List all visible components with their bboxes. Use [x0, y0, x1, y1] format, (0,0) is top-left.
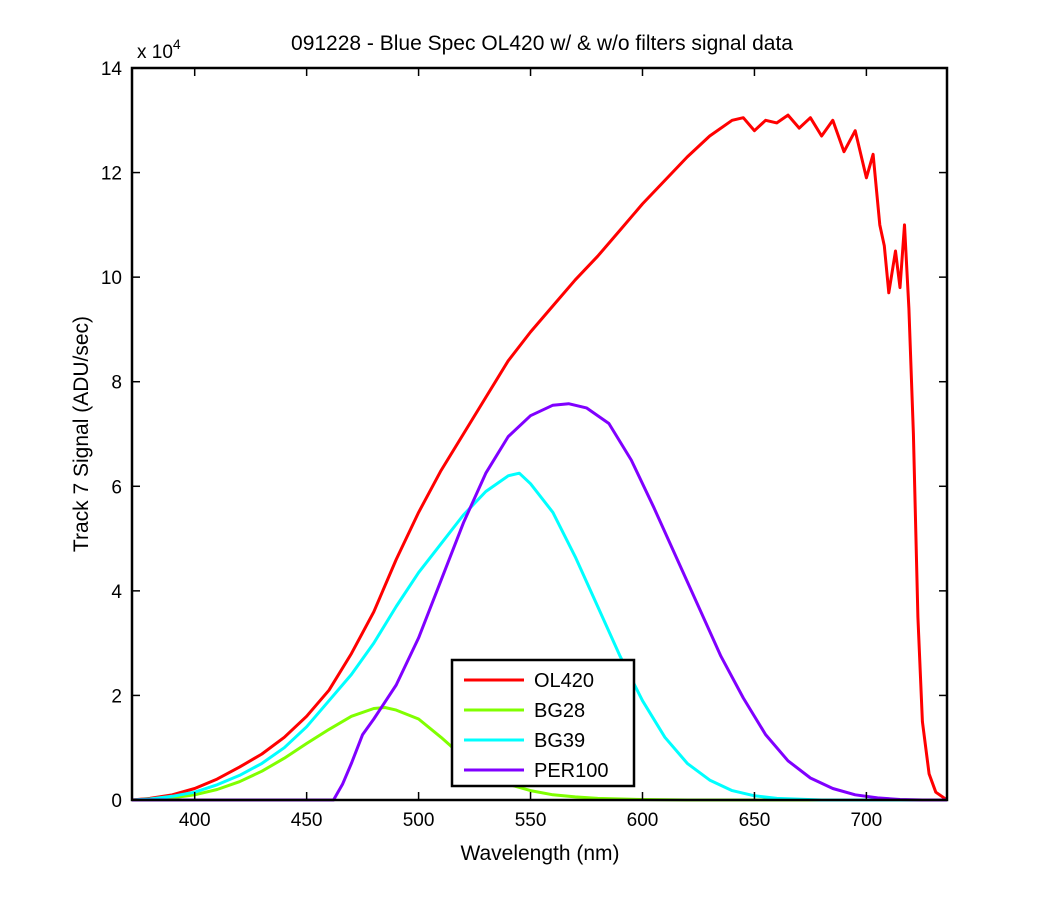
- y-exponent-base: x 10: [137, 42, 173, 63]
- y-tick-label: 4: [111, 582, 122, 603]
- y-axis-label: Track 7 Signal (ADU/sec): [70, 316, 93, 552]
- y-tick-label: 2: [111, 686, 122, 707]
- y-tick-label: 0: [111, 791, 122, 812]
- legend-label-bg28: BG28: [534, 700, 585, 722]
- x-tick-label: 450: [291, 810, 323, 831]
- y-axis: 0 2 4 6 8 10 12 14: [101, 59, 947, 812]
- y-tick-label: 14: [101, 59, 123, 80]
- x-axis-label: Wavelength (nm): [460, 842, 619, 865]
- x-tick-label: 700: [851, 810, 883, 831]
- series-line-bg28: [131, 706, 947, 802]
- legend-label-bg39: BG39: [534, 730, 585, 752]
- series-line-per100: [132, 402, 947, 802]
- y-tick-label: 8: [111, 373, 122, 394]
- chart-title: 091228 - Blue Spec OL420 w/ & w/o filter…: [291, 32, 793, 55]
- plot-frame: [130, 66, 949, 802]
- y-tick-label: 12: [101, 164, 122, 185]
- y-exponent-power: 4: [173, 36, 181, 52]
- legend-label-ol420: OL420: [534, 670, 594, 692]
- y-exponent-label: x 104: [137, 36, 181, 63]
- series-line-bg39: [131, 471, 947, 802]
- legend-label-per100: PER100: [534, 760, 609, 782]
- x-tick-label: 650: [739, 810, 771, 831]
- x-axis: 400 450 500 550 600 650 700: [179, 68, 882, 831]
- series-layer: [131, 113, 948, 802]
- x-tick-label: 500: [403, 810, 435, 831]
- x-tick-label: 600: [627, 810, 659, 831]
- x-tick-label: 400: [179, 810, 211, 831]
- series-line-ol420: [131, 113, 948, 802]
- x-tick-label: 550: [515, 810, 547, 831]
- legend: OL420 BG28 BG39 PER100: [450, 658, 636, 788]
- y-tick-label: 6: [111, 477, 122, 498]
- y-tick-label: 10: [101, 268, 122, 289]
